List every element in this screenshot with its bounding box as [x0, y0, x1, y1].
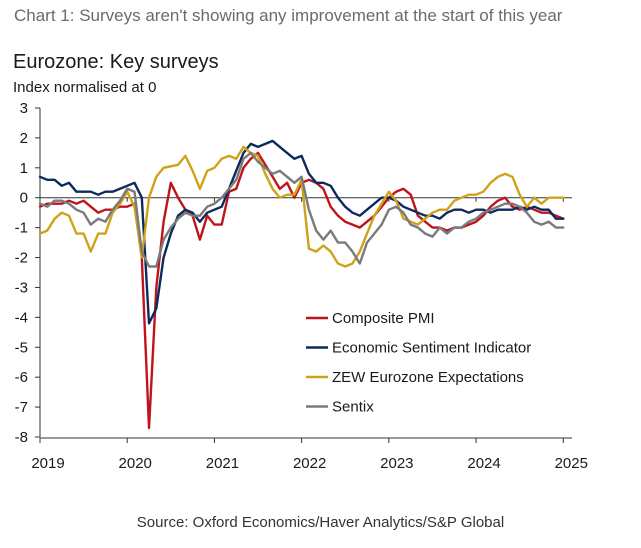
chart-source: Source: Oxford Economics/Haver Analytics…	[136, 514, 505, 531]
legend: Composite PMI Economic Sentiment Indicato…	[306, 310, 531, 416]
y-tick-label: -2	[15, 250, 28, 267]
series-layer	[38, 139, 565, 430]
x-tick-label: 2025	[555, 455, 588, 472]
chart-subtitle: Index normalised at 0	[13, 79, 157, 96]
y-tick-label: 2	[20, 130, 28, 147]
y-tick-label: -8	[15, 429, 28, 446]
x-tick-label: 2019	[31, 455, 64, 472]
x-tick-label: 2021	[206, 455, 239, 472]
chart-title: Eurozone: Key surveys	[13, 51, 219, 73]
series-line-economic-sentiment-indicator	[38, 139, 565, 325]
y-tick-label: -3	[15, 279, 28, 296]
y-tick-label: -6	[15, 369, 28, 386]
series-line-zew-eurozone-expectations	[38, 145, 565, 268]
legend-label-sentix: Sentix	[332, 399, 374, 416]
y-tick-label: 1	[20, 160, 28, 177]
legend-label-composite-pmi: Composite PMI	[332, 310, 435, 327]
y-tick-label: 3	[20, 100, 28, 117]
x-axis: 2019 2020 2021 2022 2023 2024 2025	[31, 197, 588, 472]
legend-label-zew-eurozone-expectations: ZEW Eurozone Expectations	[332, 369, 524, 386]
chart-caption: Chart 1: Surveys aren't showing any impr…	[14, 6, 563, 25]
series-line-sentix	[38, 151, 565, 268]
series-line-composite-pmi	[38, 151, 565, 430]
y-tick-label: -1	[15, 220, 28, 237]
x-tick-label: 2023	[380, 455, 413, 472]
y-tick-label: -5	[15, 339, 28, 356]
y-tick-label: -4	[15, 309, 28, 326]
x-tick-label: 2020	[119, 455, 152, 472]
y-tick-label: -7	[15, 399, 28, 416]
legend-label-economic-sentiment-indicator: Economic Sentiment Indicator	[332, 340, 531, 357]
y-axis: 3 2 1 0 -1 -2 -3 -4 -5 -6 -7 -8	[15, 100, 41, 446]
x-tick-label: 2024	[467, 455, 500, 472]
x-tick-label: 2022	[293, 455, 326, 472]
y-tick-label: 0	[20, 190, 28, 207]
